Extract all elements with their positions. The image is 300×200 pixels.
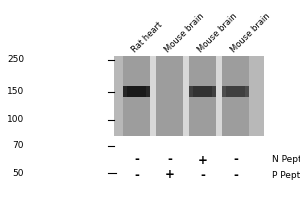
Text: Mouse brain: Mouse brain xyxy=(196,11,239,54)
Bar xyxy=(222,56,249,136)
Bar xyxy=(189,56,216,136)
Text: N Peptide: N Peptide xyxy=(272,156,300,164)
Bar xyxy=(114,56,264,136)
Bar xyxy=(156,56,183,136)
Text: +: + xyxy=(165,168,174,182)
Text: Mouse brain: Mouse brain xyxy=(229,11,272,54)
Text: -: - xyxy=(233,168,238,182)
Text: Rat heart: Rat heart xyxy=(130,20,164,54)
Bar xyxy=(183,56,189,136)
Text: -: - xyxy=(233,154,238,166)
Text: 50: 50 xyxy=(13,168,24,178)
Text: -: - xyxy=(134,168,139,182)
Bar xyxy=(226,86,245,97)
Bar xyxy=(216,56,222,136)
Bar xyxy=(123,86,150,97)
Text: -: - xyxy=(134,154,139,166)
Text: -: - xyxy=(200,168,205,182)
Bar xyxy=(123,56,150,136)
Text: Mouse brain: Mouse brain xyxy=(163,11,206,54)
Text: 70: 70 xyxy=(13,142,24,150)
Bar xyxy=(222,86,249,97)
Bar xyxy=(127,86,146,97)
Text: P Peptide: P Peptide xyxy=(272,170,300,180)
Bar xyxy=(150,56,156,136)
Text: 100: 100 xyxy=(7,116,24,124)
Text: -: - xyxy=(167,154,172,166)
Text: 150: 150 xyxy=(7,88,24,97)
Bar xyxy=(193,86,212,97)
Text: 250: 250 xyxy=(7,55,24,64)
Bar xyxy=(189,86,216,97)
Text: +: + xyxy=(198,154,207,166)
